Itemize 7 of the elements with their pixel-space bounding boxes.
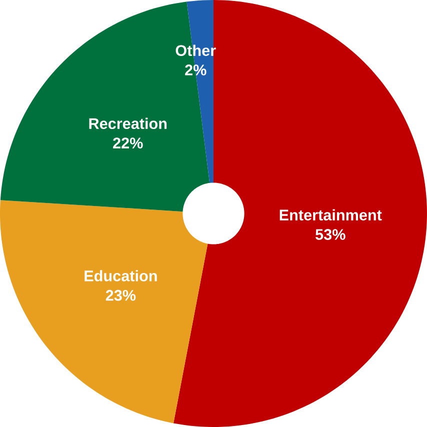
- data-label: 53%: [316, 229, 346, 240]
- slice-label: Recreation: [89, 118, 167, 130]
- slice-label: Entertainment: [280, 209, 382, 220]
- data-label: 22%: [113, 138, 143, 148]
- data-label: 2%: [185, 64, 206, 76]
- data-label: 23%: [106, 290, 136, 301]
- slice-label: Education: [84, 270, 157, 282]
